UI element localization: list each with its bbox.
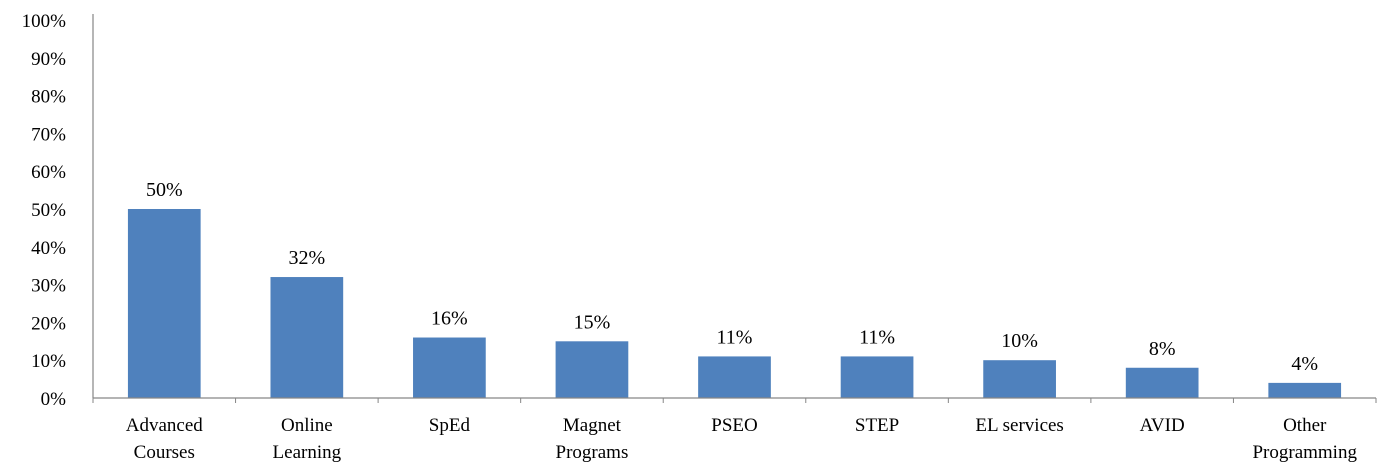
x-tick-label: Other Programming bbox=[1252, 415, 1357, 463]
data-label: 32% bbox=[288, 247, 325, 269]
x-tick-label: STEP bbox=[855, 415, 899, 436]
data-label: 15% bbox=[574, 311, 611, 333]
x-tick-label: EL services bbox=[975, 415, 1063, 436]
y-axis-tick-labels: 0% 10% 20% 30% 40% 50% 60% 70% 80% 90% 100% bbox=[22, 11, 67, 410]
data-label: 16% bbox=[431, 308, 468, 330]
bar bbox=[555, 341, 629, 398]
bar bbox=[413, 337, 486, 398]
x-tick-label: Advanced Courses bbox=[126, 415, 204, 463]
y-tick-label: 100% bbox=[22, 11, 67, 32]
x-tick-label: SpEd bbox=[429, 415, 471, 436]
data-label: 11% bbox=[717, 326, 753, 348]
bar bbox=[983, 360, 1056, 398]
bar bbox=[1268, 382, 1342, 398]
data-label: 10% bbox=[1001, 330, 1038, 352]
data-label: 50% bbox=[146, 179, 183, 201]
x-tick-label: Online Learning bbox=[273, 415, 342, 463]
y-tick-label: 0% bbox=[41, 389, 67, 410]
x-tick-label: AVID bbox=[1140, 415, 1185, 436]
data-labels: 50% 32% 16% 15% 11% 11% 10% 8% 4% bbox=[146, 179, 1318, 375]
bar bbox=[840, 356, 914, 398]
bar bbox=[698, 356, 771, 398]
y-tick-label: 40% bbox=[31, 238, 66, 259]
bars bbox=[127, 209, 1342, 398]
y-tick-label: 90% bbox=[31, 49, 66, 70]
bar bbox=[270, 277, 344, 398]
y-tick-label: 50% bbox=[31, 200, 66, 221]
y-tick-label: 80% bbox=[31, 87, 66, 108]
x-tick-label: Magnet Programs bbox=[556, 415, 629, 463]
y-tick-label: 20% bbox=[31, 313, 66, 334]
y-tick-label: 60% bbox=[31, 162, 66, 183]
bar bbox=[127, 209, 201, 398]
y-tick-label: 30% bbox=[31, 276, 66, 297]
axes bbox=[92, 14, 1377, 403]
x-axis-tick-labels: Advanced Courses Online Learning SpEd Magnet P… bbox=[126, 415, 1358, 463]
x-tick-label: PSEO bbox=[711, 415, 757, 436]
y-tick-label: 70% bbox=[31, 124, 66, 145]
bar bbox=[1125, 367, 1199, 398]
data-label: 8% bbox=[1149, 338, 1176, 360]
data-label: 4% bbox=[1291, 353, 1318, 375]
y-tick-label: 10% bbox=[31, 351, 66, 372]
data-label: 11% bbox=[859, 326, 895, 348]
